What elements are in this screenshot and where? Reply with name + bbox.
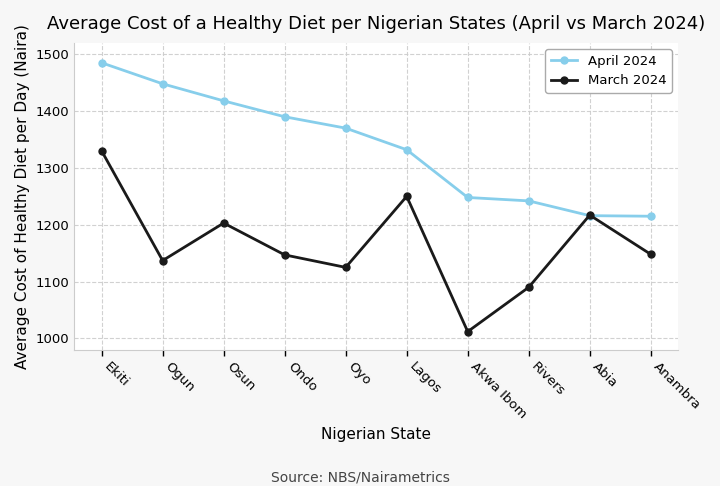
- March 2024: [280, 252, 289, 258]
- X-axis label: Nigerian State: Nigerian State: [321, 427, 431, 442]
- March 2024: [97, 148, 106, 154]
- April 2024: [341, 125, 350, 131]
- March 2024: [464, 329, 472, 334]
- April 2024: [524, 198, 533, 204]
- April 2024: [280, 114, 289, 120]
- Legend: April 2024, March 2024: April 2024, March 2024: [546, 50, 672, 93]
- April 2024: [158, 81, 167, 87]
- April 2024: [97, 60, 106, 66]
- March 2024: [158, 258, 167, 263]
- March 2024: [647, 251, 655, 257]
- Line: March 2024: March 2024: [98, 147, 654, 335]
- Line: April 2024: April 2024: [98, 59, 654, 220]
- April 2024: [647, 213, 655, 219]
- March 2024: [341, 264, 350, 270]
- March 2024: [585, 212, 594, 218]
- April 2024: [464, 194, 472, 200]
- March 2024: [220, 220, 228, 226]
- April 2024: [402, 147, 411, 153]
- Y-axis label: Average Cost of Healthy Diet per Day (Naira): Average Cost of Healthy Diet per Day (Na…: [15, 24, 30, 369]
- April 2024: [585, 213, 594, 219]
- March 2024: [524, 284, 533, 290]
- Text: Source: NBS/Nairametrics: Source: NBS/Nairametrics: [271, 470, 449, 484]
- Title: Average Cost of a Healthy Diet per Nigerian States (April vs March 2024): Average Cost of a Healthy Diet per Niger…: [47, 15, 706, 33]
- March 2024: [402, 193, 411, 199]
- April 2024: [220, 98, 228, 104]
